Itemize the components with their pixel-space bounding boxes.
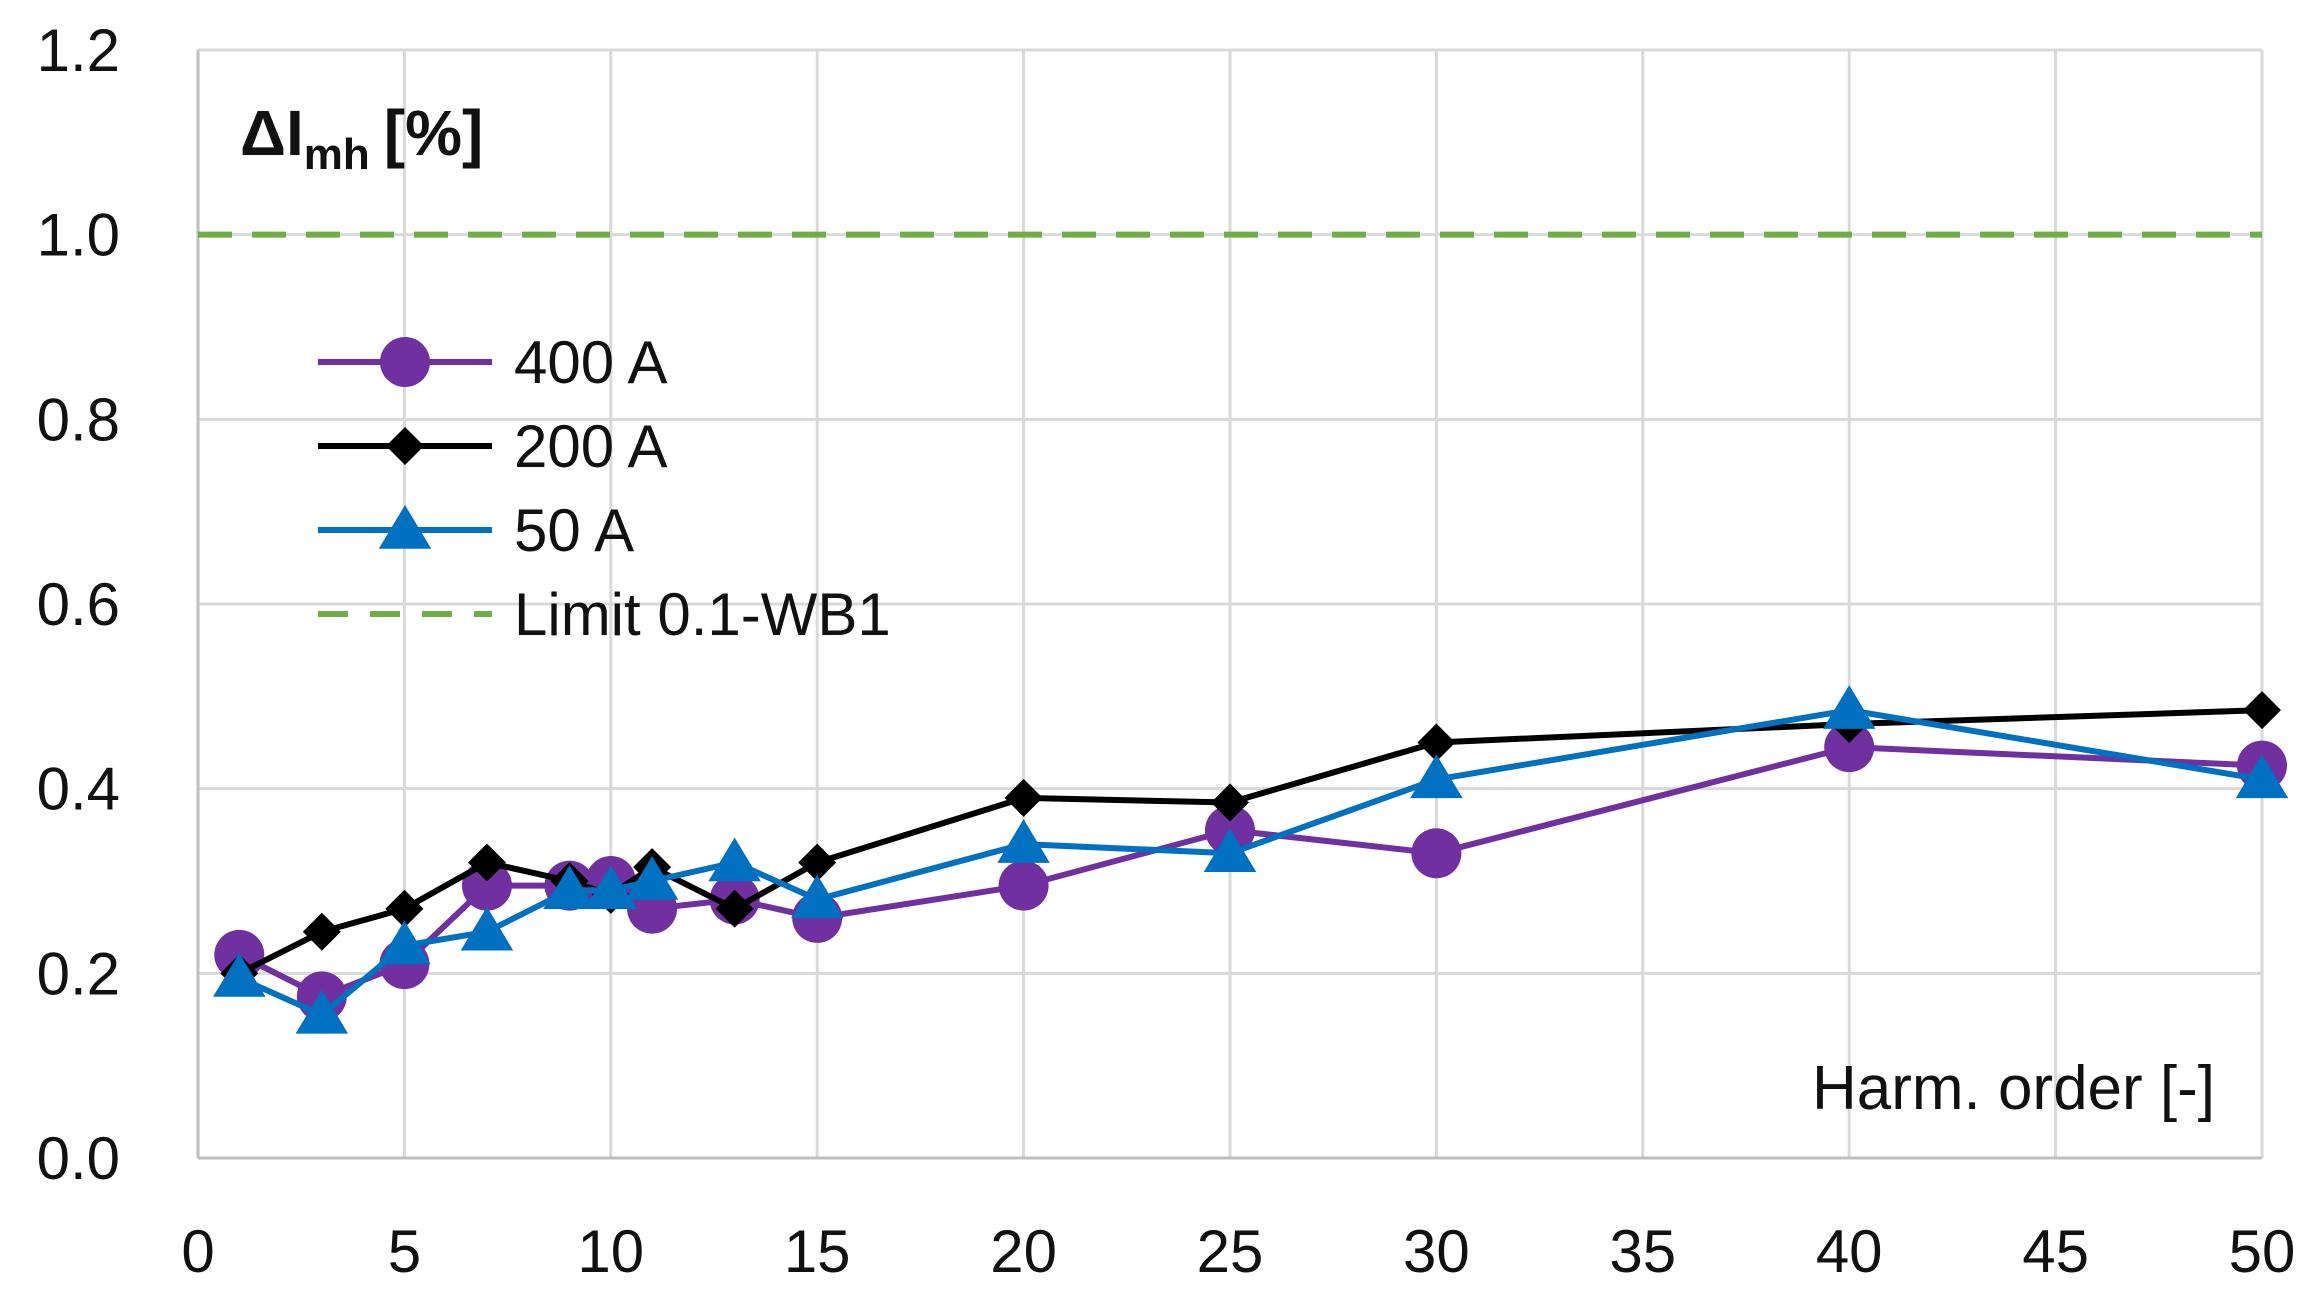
data-point-200-a-3 — [302, 912, 341, 951]
data-point-200-a-50 — [2243, 691, 2281, 730]
x-tick-label-45: 45 — [2022, 1218, 2089, 1285]
y-axis-label-subscript: mh — [304, 130, 370, 179]
y-tick-label-0.4: 0.4 — [37, 756, 120, 823]
data-point-50-a-40 — [1822, 685, 1876, 729]
data-point-200-a-13 — [715, 889, 754, 928]
data-point-200-a-30 — [1417, 723, 1456, 762]
x-tick-label-25: 25 — [1197, 1218, 1264, 1285]
x-tick-label-10: 10 — [577, 1218, 644, 1285]
legend-label-400-a: 400 A — [514, 329, 668, 396]
legend-marker-200-a — [386, 427, 424, 465]
x-tick-label-15: 15 — [784, 1218, 851, 1285]
data-point-200-a-15 — [798, 843, 837, 882]
legend-marker-50-a — [378, 505, 432, 549]
data-point-50-a-1 — [213, 952, 266, 997]
data-point-50-a-11 — [625, 856, 679, 900]
data-point-50-a-25 — [1203, 828, 1257, 873]
x-tick-label-50: 50 — [2229, 1218, 2296, 1285]
x-axis-label: Harm. order [-] — [1812, 1054, 2215, 1123]
data-point-200-a-5 — [385, 889, 424, 928]
data-point-50-a-15 — [790, 874, 844, 919]
legend-label-50-a: 50 A — [514, 497, 634, 564]
data-point-50-a-10 — [584, 865, 638, 909]
data-point-200-a-20 — [1004, 778, 1043, 817]
data-point-50-a-3 — [295, 989, 349, 1034]
data-point-50-a-7 — [460, 906, 514, 951]
x-tick-label-40: 40 — [1816, 1218, 1883, 1285]
series-line-50-a — [238, 707, 2263, 1018]
tick-labels: 0 5 10 15 20 25 30 35 40 45 50 0.0 0.2 0.4 0.6 0.8 1.0 1.… — [37, 17, 2296, 1285]
data-point-50-a-50 — [2235, 754, 2289, 799]
x-tick-label-30: 30 — [1403, 1218, 1470, 1285]
legend: 400 A 200 A 50 A Limit 0.1-WB1 — [318, 329, 891, 648]
data-point-400-a-7 — [461, 860, 512, 911]
series-50-a — [213, 685, 2289, 1034]
data-point-400-a-30 — [1411, 828, 1462, 879]
x-tick-label-35: 35 — [1609, 1218, 1676, 1285]
series-group — [213, 685, 2289, 1034]
legend-label-limit: Limit 0.1-WB1 — [514, 581, 891, 648]
y-tick-label-0.2: 0.2 — [37, 940, 120, 1007]
y-tick-label-1.2: 1.2 — [37, 17, 120, 84]
data-point-50-a-20 — [997, 819, 1050, 863]
y-tick-label-0.8: 0.8 — [37, 386, 120, 453]
data-point-200-a-7 — [467, 843, 506, 882]
data-point-400-a-40 — [1824, 722, 1875, 773]
x-tick-label-0: 0 — [181, 1218, 214, 1285]
x-tick-label-5: 5 — [388, 1218, 421, 1285]
data-point-200-a-25 — [1211, 783, 1249, 822]
y-axis-label: ΔImh [%] — [240, 97, 483, 179]
y-axis-label-unit: [%] — [384, 97, 484, 169]
x-tick-label-20: 20 — [990, 1218, 1057, 1285]
data-point-50-a-13 — [708, 837, 761, 882]
data-point-400-a-20 — [998, 860, 1049, 911]
data-point-50-a-5 — [378, 920, 431, 965]
y-axis-label-symbol: ΔI — [240, 97, 304, 169]
data-point-50-a-9 — [543, 865, 596, 909]
y-tick-label-1.0: 1.0 — [37, 202, 120, 269]
y-tick-label-0.6: 0.6 — [37, 571, 120, 638]
y-tick-label-0.0: 0.0 — [37, 1125, 120, 1192]
legend-label-200-a: 200 A — [514, 413, 668, 480]
data-point-50-a-30 — [1410, 754, 1463, 799]
legend-marker-400-a — [380, 337, 430, 387]
series-line-200-a — [237, 707, 2263, 977]
